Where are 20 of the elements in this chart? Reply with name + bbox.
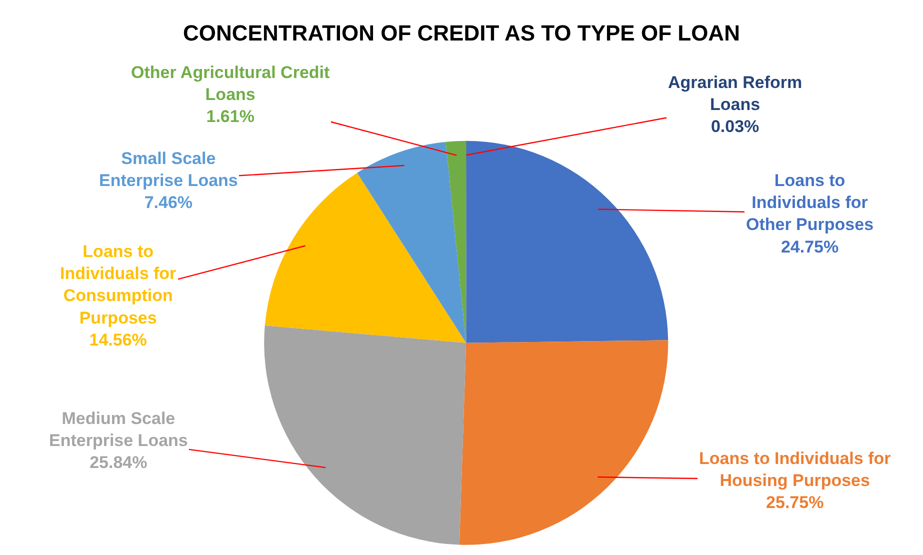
data-label: 7.46% [144,193,193,212]
chart-title: CONCENTRATION OF CREDIT AS TO TYPE OF LOAN [183,20,740,46]
pie-slice [264,172,466,343]
slice-label: Loans to Individuals for Other Purposes [746,171,874,234]
slice-label: Small Scale Enterprise Loans [99,149,238,190]
pie-slice [459,340,668,545]
data-label: 0.03% [710,117,760,136]
slice-label: Other Agricultural Credit Loans [131,63,330,104]
slice-label: Loans to Individuals for Consumption Purposes [60,242,177,328]
data-label: 14.56% [89,330,147,350]
data-label: 24.75% [780,237,839,256]
slice-label: Loans to Individuals for Housing Purposes [699,449,892,490]
pie-slice [357,142,466,343]
slice-label: Medium Scale Enterprise Loans [49,409,188,450]
pie-slice [466,140,668,343]
data-label: 1.61% [206,107,254,126]
slice-label: Agrarian Reform Loans [668,73,802,114]
data-label: 25.84% [90,453,148,472]
pie-slice [264,326,466,545]
data-label: 25.75% [766,493,824,512]
